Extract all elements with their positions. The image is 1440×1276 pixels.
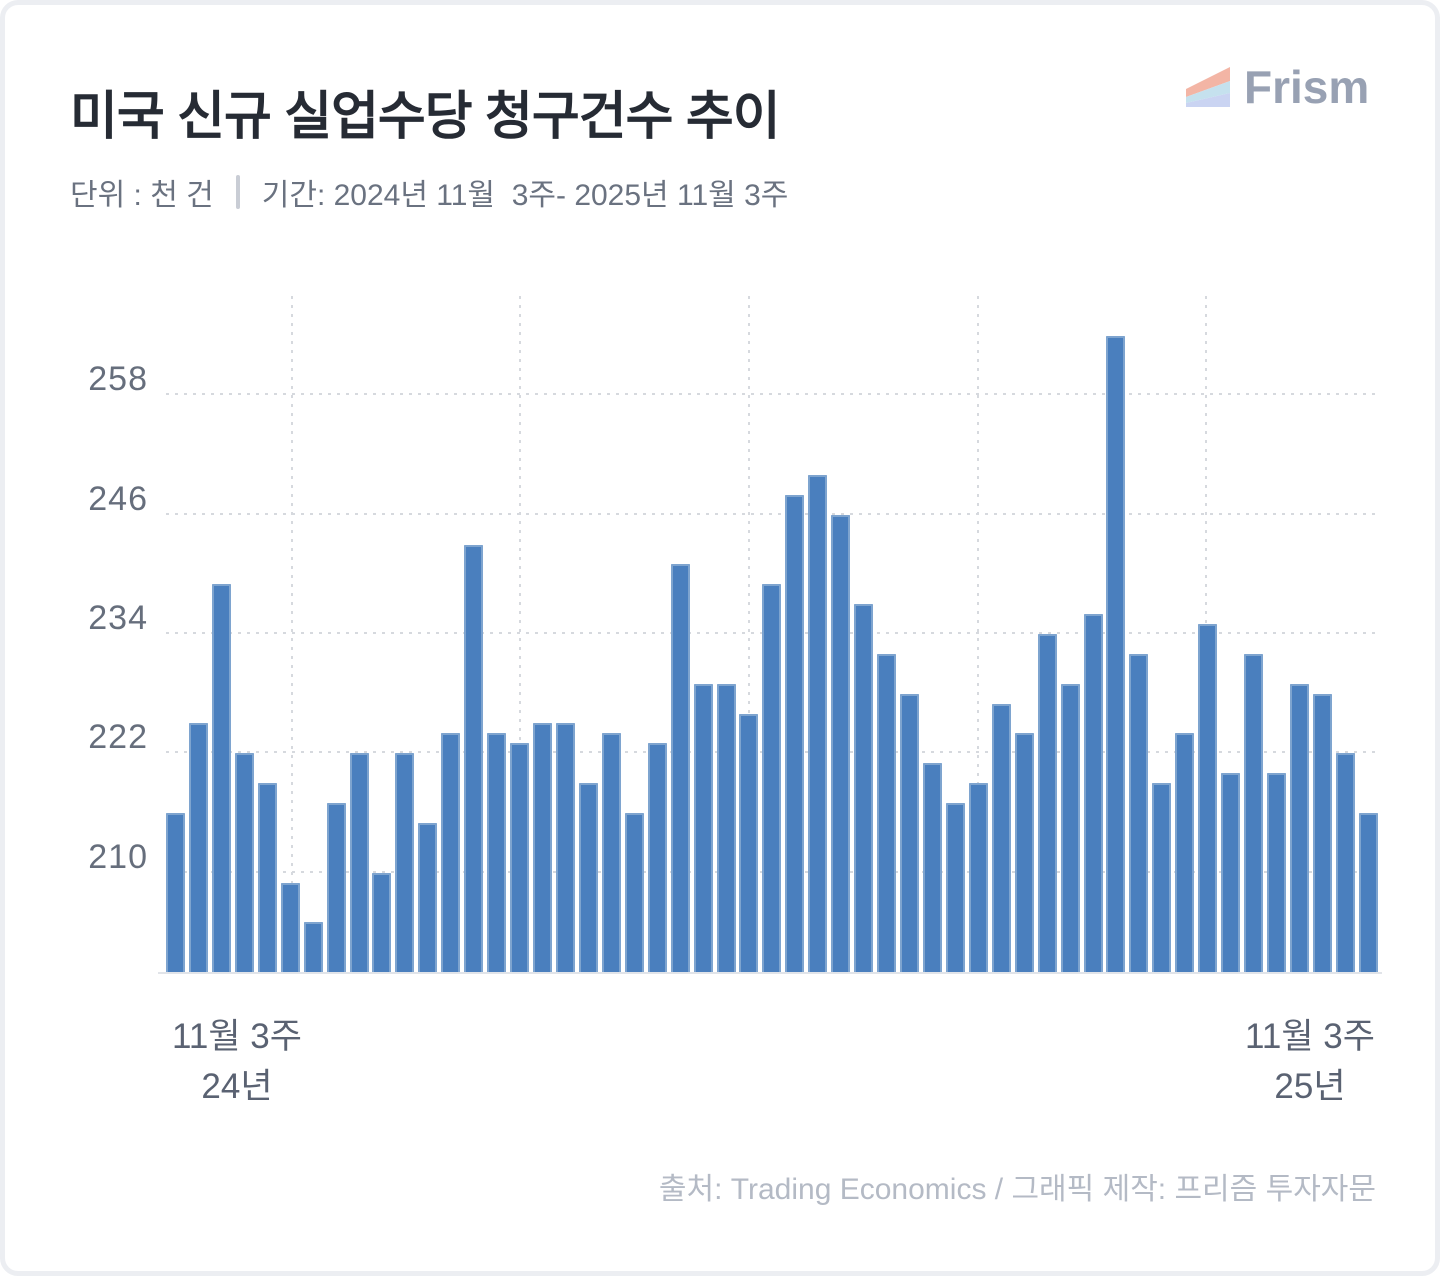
bar [922, 763, 942, 972]
unit-label: 단위 : 천 건 [70, 179, 214, 212]
h-gridline [166, 393, 1378, 396]
bar [441, 733, 461, 972]
page-title: 미국 신규 실업수당 청구건수 추이 [70, 88, 781, 146]
y-tick-label: 234 [88, 599, 148, 637]
v-gridline [976, 296, 979, 972]
bar [372, 872, 392, 972]
v-gridline [748, 296, 751, 972]
plot-area [158, 296, 1382, 974]
bar [693, 683, 713, 972]
y-axis: 210 222 234 246 258 [0, 300, 148, 972]
bar [831, 514, 851, 972]
brand-name: Frism [1244, 61, 1370, 113]
bar [1083, 614, 1103, 972]
x-tick-start: 11월 3주 24년 [152, 1012, 322, 1112]
bar [418, 822, 438, 972]
bar [1267, 773, 1286, 972]
source-credit: 출처: Trading Economics / 그래픽 제작: 프리즘 투자자문 [658, 1173, 1376, 1206]
frism-logo-icon [1186, 67, 1230, 107]
bar [555, 723, 575, 972]
bar [670, 564, 690, 972]
x-tick-start-year: 24년 [201, 1067, 273, 1106]
bar [854, 604, 874, 972]
bar [257, 783, 277, 972]
bar [188, 723, 208, 972]
bar [1358, 812, 1378, 972]
bar [785, 494, 805, 972]
bar [945, 803, 965, 972]
y-tick-label: 258 [88, 360, 148, 399]
bar [1221, 773, 1241, 972]
bar [533, 723, 552, 972]
x-axis-baseline [158, 972, 1382, 974]
bar [1152, 783, 1172, 972]
bar [166, 812, 185, 972]
bar [1129, 653, 1149, 972]
period-label: 기간: 2024년 11월 3주- 2025년 11월 3주 [261, 179, 789, 212]
bar [280, 882, 300, 972]
bars-container [166, 300, 1378, 972]
bar [1198, 624, 1218, 972]
bar [991, 703, 1011, 972]
bar [1175, 733, 1195, 972]
bar [877, 653, 897, 972]
y-tick-label: 246 [88, 479, 148, 518]
x-tick-start-week: 11월 3주 [172, 1017, 302, 1056]
bar [234, 753, 254, 972]
bar [716, 683, 736, 972]
bar [1060, 683, 1080, 972]
bar [1106, 335, 1126, 972]
x-tick-end-week: 11월 3주 [1245, 1017, 1375, 1056]
bar [510, 743, 530, 972]
bar [487, 733, 507, 972]
bar [464, 544, 484, 972]
bar [326, 803, 346, 972]
v-gridline [519, 296, 522, 972]
bar [1244, 653, 1264, 972]
bar [1014, 733, 1034, 972]
v-gridline [290, 296, 293, 972]
bar [211, 584, 231, 972]
bar [349, 753, 369, 972]
bar [739, 713, 759, 972]
y-tick-label: 222 [88, 718, 148, 757]
y-tick-label: 210 [88, 837, 148, 876]
chart-subtitle: 단위 : 천 건 기간: 2024년 11월 3주- 2025년 11월 3주 [70, 170, 788, 214]
subtitle-divider [235, 175, 240, 209]
bar [624, 812, 644, 972]
bar [762, 584, 782, 972]
brand-logo: Frism [1186, 60, 1369, 114]
bar [900, 693, 919, 972]
bar [1037, 634, 1057, 972]
bar [808, 474, 828, 972]
bar [601, 733, 621, 972]
bar [395, 753, 415, 972]
bar [1335, 753, 1355, 972]
bar [1289, 683, 1309, 972]
bar [578, 783, 598, 972]
x-tick-end-year: 25년 [1274, 1067, 1346, 1106]
x-tick-end: 11월 3주 25년 [1225, 1012, 1395, 1112]
h-gridline [166, 512, 1378, 515]
bar [968, 783, 988, 972]
bar [1312, 693, 1332, 972]
bar [303, 922, 323, 972]
bar [647, 743, 667, 972]
